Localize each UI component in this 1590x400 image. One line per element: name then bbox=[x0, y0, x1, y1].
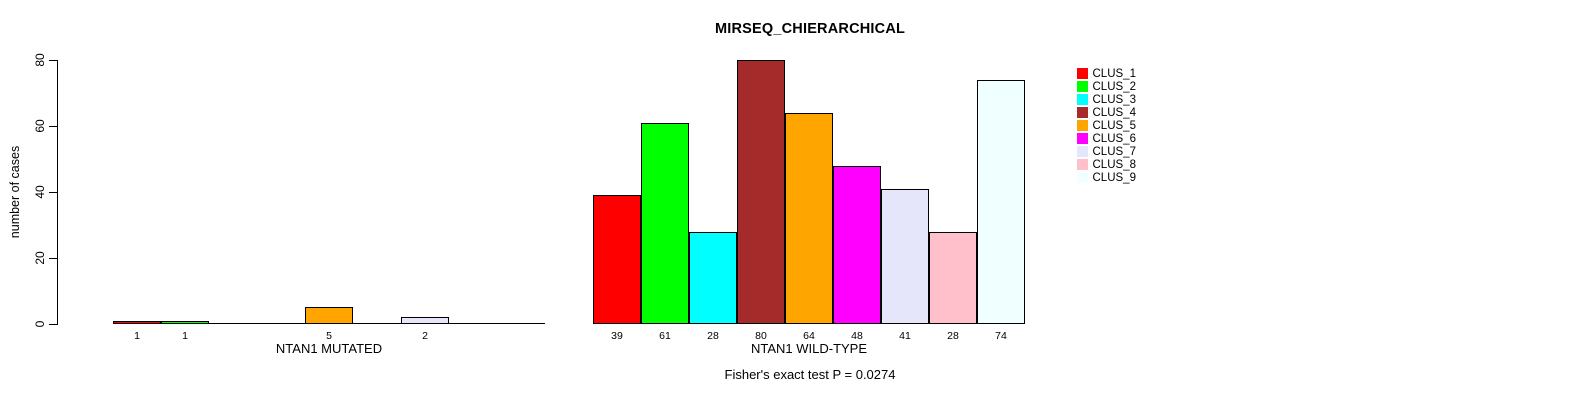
bar-value-label: 2 bbox=[422, 330, 428, 342]
legend-label: CLUS_5 bbox=[1092, 119, 1136, 132]
y-axis-tick bbox=[49, 192, 57, 193]
legend-item: CLUS_3 bbox=[1077, 93, 1136, 106]
bar-clus-1 bbox=[593, 195, 641, 324]
bar-clus-5 bbox=[305, 307, 353, 324]
bar-value-label: 28 bbox=[707, 330, 719, 342]
fisher-test-caption: Fisher's exact test P = 0.0274 bbox=[724, 367, 896, 382]
legend-swatch-clus-7 bbox=[1077, 146, 1088, 157]
bar-clus-2 bbox=[161, 321, 209, 324]
legend-item: CLUS_5 bbox=[1077, 119, 1136, 132]
y-axis-tick-label: 20 bbox=[33, 251, 47, 265]
bar-value-label: 80 bbox=[755, 330, 767, 342]
bar-value-label: 5 bbox=[326, 330, 332, 342]
bar-clus-5 bbox=[785, 113, 833, 324]
legend-swatch-clus-1 bbox=[1077, 68, 1088, 79]
legend-label: CLUS_8 bbox=[1092, 158, 1136, 171]
bar-clus-4 bbox=[737, 60, 785, 324]
legend: CLUS_1 CLUS_2 CLUS_3 CLUS_4 CLUS_5 CLUS_6 CLUS… bbox=[1077, 67, 1136, 184]
y-axis-tick bbox=[49, 126, 57, 127]
legend-swatch-clus-8 bbox=[1077, 159, 1088, 170]
x-axis-label-ntan1-mutated: NTAN1 MUTATED bbox=[275, 341, 383, 356]
bar-clus-8 bbox=[929, 232, 977, 324]
legend-label: CLUS_7 bbox=[1092, 145, 1136, 158]
bar-value-label: 41 bbox=[899, 330, 911, 342]
legend-label: CLUS_2 bbox=[1092, 80, 1136, 93]
bar-value-label: 1 bbox=[182, 330, 188, 342]
bar-value-label: 48 bbox=[851, 330, 863, 342]
bar-value-label: 39 bbox=[611, 330, 623, 342]
bar-clus-2 bbox=[641, 123, 689, 324]
y-axis-tick bbox=[49, 258, 57, 259]
bar-clus-7 bbox=[881, 189, 929, 324]
x-axis-label-ntan1-wild-type: NTAN1 WILD-TYPE bbox=[750, 341, 868, 356]
bar-value-label: 1 bbox=[134, 330, 140, 342]
legend-swatch-clus-6 bbox=[1077, 133, 1088, 144]
legend-label: CLUS_1 bbox=[1092, 67, 1136, 80]
y-axis-tick-label: 40 bbox=[33, 185, 47, 199]
bar-clus-1 bbox=[113, 321, 161, 324]
chart-title: MIRSEQ_CHIERARCHICAL bbox=[714, 21, 906, 37]
legend-label: CLUS_6 bbox=[1092, 132, 1136, 145]
y-axis-tick-label: 0 bbox=[33, 320, 47, 328]
legend-item: CLUS_7 bbox=[1077, 145, 1136, 158]
y-axis-tick-label: 80 bbox=[33, 53, 47, 67]
legend-item: CLUS_8 bbox=[1077, 158, 1136, 171]
legend-swatch-clus-4 bbox=[1077, 107, 1088, 118]
legend-swatch-clus-9 bbox=[1077, 172, 1088, 183]
y-axis-tick bbox=[49, 324, 57, 325]
bar-value-label: 64 bbox=[803, 330, 815, 342]
bar-value-label: 74 bbox=[995, 330, 1007, 342]
bar-value-label: 28 bbox=[947, 330, 959, 342]
bar-clus-7 bbox=[401, 317, 449, 324]
y-axis-tick-label: 60 bbox=[33, 119, 47, 133]
bar-clus-6 bbox=[833, 166, 881, 324]
legend-item: CLUS_4 bbox=[1077, 106, 1136, 119]
legend-label: CLUS_4 bbox=[1092, 106, 1136, 119]
legend-item: CLUS_9 bbox=[1077, 171, 1136, 184]
y-axis-tick bbox=[49, 60, 57, 61]
legend-swatch-clus-5 bbox=[1077, 120, 1088, 131]
bar-clus-9 bbox=[977, 80, 1025, 324]
legend-label: CLUS_3 bbox=[1092, 93, 1136, 106]
legend-label: CLUS_9 bbox=[1092, 171, 1136, 184]
legend-item: CLUS_2 bbox=[1077, 80, 1136, 93]
bar-value-label: 61 bbox=[659, 330, 671, 342]
legend-swatch-clus-2 bbox=[1077, 81, 1088, 92]
legend-item: CLUS_6 bbox=[1077, 132, 1136, 145]
bar-clus-3 bbox=[689, 232, 737, 324]
y-axis-line bbox=[57, 60, 58, 325]
legend-swatch-clus-3 bbox=[1077, 94, 1088, 105]
legend-item: CLUS_1 bbox=[1077, 67, 1136, 80]
